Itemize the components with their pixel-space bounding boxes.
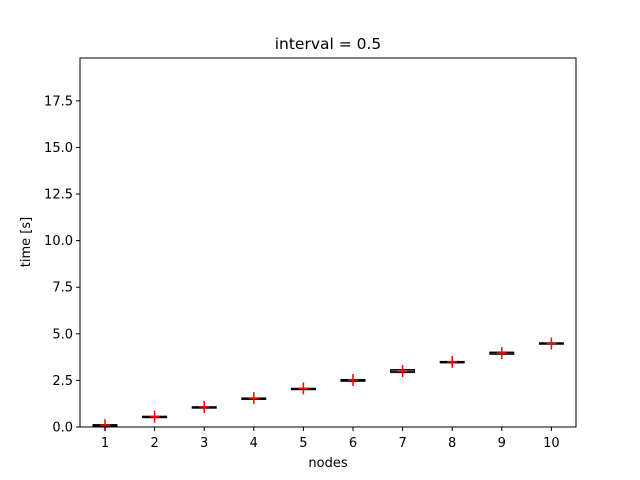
y-tick-label: 15.0 <box>44 141 73 156</box>
y-tick-label: 10.0 <box>44 234 73 249</box>
y-tick-label: 5.0 <box>52 327 73 342</box>
y-axis: 0.0 2.5 5.0 7.5 10.0 12.5 15.0 17.5 <box>44 94 80 436</box>
x-tick-label: 8 <box>448 436 456 451</box>
y-tick-label: 12.5 <box>44 188 73 203</box>
x-tick-label: 3 <box>200 436 208 451</box>
x-tick-label: 1 <box>101 436 109 451</box>
y-tick-label: 2.5 <box>52 374 73 389</box>
chart-title: interval = 0.5 <box>275 35 382 53</box>
x-tick-label: 4 <box>250 436 258 451</box>
y-axis-label: time [s] <box>19 217 34 267</box>
x-tick-label: 5 <box>299 436 307 451</box>
x-axis-label: nodes <box>308 456 347 471</box>
x-tick-label: 2 <box>150 436 158 451</box>
x-tick-label: 6 <box>349 436 357 451</box>
x-axis: 1 2 3 4 5 6 7 8 9 10 <box>101 427 560 451</box>
y-tick-label: 7.5 <box>52 281 73 296</box>
y-tick-label: 0.0 <box>52 421 73 436</box>
plot-frame <box>79 57 577 428</box>
y-tick-label: 17.5 <box>44 94 73 109</box>
x-tick-label: 9 <box>498 436 506 451</box>
plot-marks <box>92 337 564 432</box>
x-tick-label: 7 <box>398 436 406 451</box>
x-tick-label: 10 <box>543 436 560 451</box>
